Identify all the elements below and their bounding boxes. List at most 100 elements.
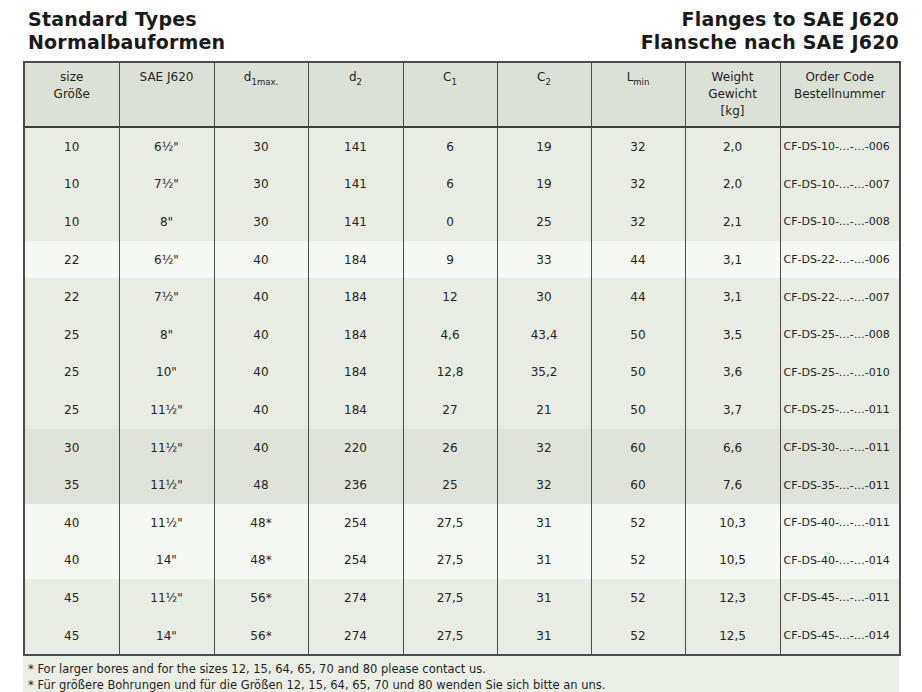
cell-weight: 3,1 <box>685 241 780 279</box>
cell-d2: 184 <box>308 316 403 354</box>
table-row: 2510"4018412,835,2503,6CF-DS-25-…-…-010 <box>24 354 900 392</box>
cell-order: CF-DS-45-…-…-014 <box>780 617 900 656</box>
table-row: 227½"401841230443,1CF-DS-22-…-…-007 <box>24 278 900 316</box>
cell-d2: 184 <box>308 391 403 429</box>
column-subscript: 1 <box>451 77 456 87</box>
cell-weight: 7,6 <box>685 466 780 504</box>
cell-order: CF-DS-40-…-…-011 <box>780 504 900 542</box>
cell-c2: 19 <box>497 166 591 204</box>
cell-lmin: 32 <box>591 166 685 204</box>
table-row: 4011½"48*25427,5315210,3CF-DS-40-…-…-011 <box>24 504 900 542</box>
cell-order: CF-DS-35-…-…-011 <box>780 466 900 504</box>
cell-order: CF-DS-45-…-…-011 <box>780 579 900 617</box>
cell-weight: 3,7 <box>685 391 780 429</box>
cell-c1: 27,5 <box>403 617 497 656</box>
cell-weight: 12,5 <box>685 617 780 656</box>
footnote-en: * For larger bores and for the sizes 12,… <box>28 661 899 677</box>
cell-c1: 25 <box>403 466 497 504</box>
cell-lmin: 60 <box>591 429 685 467</box>
cell-d2: 254 <box>308 542 403 580</box>
cell-lmin: 52 <box>591 617 685 656</box>
table-row: 3511½"482362532607,6CF-DS-35-…-…-011 <box>24 466 900 504</box>
cell-sae: 6½" <box>119 127 214 166</box>
cell-c2: 35,2 <box>497 354 591 392</box>
cell-c1: 27 <box>403 391 497 429</box>
cell-lmin: 52 <box>591 504 685 542</box>
cell-d1: 40 <box>214 354 308 392</box>
cell-size: 22 <box>24 278 119 316</box>
cell-d2: 184 <box>308 354 403 392</box>
header-row: sizeGrößeSAE J620d1max.d2C1C2LminWeightG… <box>24 62 900 127</box>
cell-weight: 12,3 <box>685 579 780 617</box>
cell-lmin: 44 <box>591 241 685 279</box>
column-header-line: Weight <box>687 69 779 86</box>
column-header-d2: d2 <box>308 62 403 127</box>
cell-d2: 254 <box>308 504 403 542</box>
cell-d2: 141 <box>308 203 403 241</box>
cell-size: 35 <box>24 466 119 504</box>
cell-lmin: 60 <box>591 466 685 504</box>
cell-c1: 6 <box>403 166 497 204</box>
table-row: 4014"48*25427,5315210,5CF-DS-40-…-…-014 <box>24 542 900 580</box>
cell-c1: 0 <box>403 203 497 241</box>
cell-c2: 32 <box>497 466 591 504</box>
cell-d1: 40 <box>214 241 308 279</box>
column-header-line: Gewicht <box>687 86 779 103</box>
column-header-line: Order Code <box>782 69 899 86</box>
cell-c1: 9 <box>403 241 497 279</box>
cell-c2: 31 <box>497 617 591 656</box>
column-header-line: SAE J620 <box>121 69 213 86</box>
cell-d2: 141 <box>308 127 403 166</box>
title-bar: Standard Types Normalbauformen Flanges t… <box>23 8 899 54</box>
cell-d1: 40 <box>214 278 308 316</box>
cell-order: CF-DS-22-…-…-006 <box>780 241 900 279</box>
cell-weight: 6,6 <box>685 429 780 467</box>
cell-weight: 3,5 <box>685 316 780 354</box>
cell-weight: 10,5 <box>685 542 780 580</box>
column-header-line: size <box>26 69 118 86</box>
cell-sae: 7½" <box>119 166 214 204</box>
cell-d1: 48* <box>214 542 308 580</box>
cell-weight: 2,0 <box>685 127 780 166</box>
cell-c2: 43,4 <box>497 316 591 354</box>
cell-c2: 32 <box>497 429 591 467</box>
cell-c2: 25 <box>497 203 591 241</box>
cell-lmin: 44 <box>591 278 685 316</box>
cell-size: 25 <box>24 354 119 392</box>
cell-c2: 31 <box>497 579 591 617</box>
footnote-de: * Für größere Bohrungen und für die Größ… <box>28 677 899 692</box>
cell-size: 10 <box>24 127 119 166</box>
table-row: 108"30141025322,1CF-DS-10-…-…-008 <box>24 203 900 241</box>
table-row: 106½"30141619322,0CF-DS-10-…-…-006 <box>24 127 900 166</box>
cell-size: 40 <box>24 542 119 580</box>
column-header-order: Order CodeBestellnummer <box>780 62 900 127</box>
column-header-size: sizeGröße <box>24 62 119 127</box>
footnotes: * For larger bores and for the sizes 12,… <box>23 656 899 692</box>
column-header-c1: C1 <box>403 62 497 127</box>
cell-d2: 274 <box>308 579 403 617</box>
cell-order: CF-DS-10-…-…-008 <box>780 203 900 241</box>
column-header-line: Bestellnummer <box>782 86 899 103</box>
column-header-c2: C2 <box>497 62 591 127</box>
column-subscript: 2 <box>545 77 550 87</box>
table-row: 107½"30141619322,0CF-DS-10-…-…-007 <box>24 166 900 204</box>
cell-size: 22 <box>24 241 119 279</box>
cell-d1: 40 <box>214 316 308 354</box>
cell-size: 40 <box>24 504 119 542</box>
cell-lmin: 50 <box>591 354 685 392</box>
column-subscript: 2 <box>357 77 362 87</box>
cell-size: 25 <box>24 391 119 429</box>
table-row: 258"401844,643,4503,5CF-DS-25-…-…-008 <box>24 316 900 354</box>
cell-c1: 27,5 <box>403 542 497 580</box>
column-subscript: min <box>633 77 649 87</box>
cell-c2: 21 <box>497 391 591 429</box>
cell-size: 30 <box>24 429 119 467</box>
cell-weight: 2,0 <box>685 166 780 204</box>
column-header-d1: d1max. <box>214 62 308 127</box>
cell-sae: 11½" <box>119 504 214 542</box>
cell-c1: 27,5 <box>403 579 497 617</box>
cell-d1: 40 <box>214 429 308 467</box>
cell-order: CF-DS-30-…-…-011 <box>780 429 900 467</box>
column-symbol: d <box>349 70 357 84</box>
cell-c2: 31 <box>497 542 591 580</box>
